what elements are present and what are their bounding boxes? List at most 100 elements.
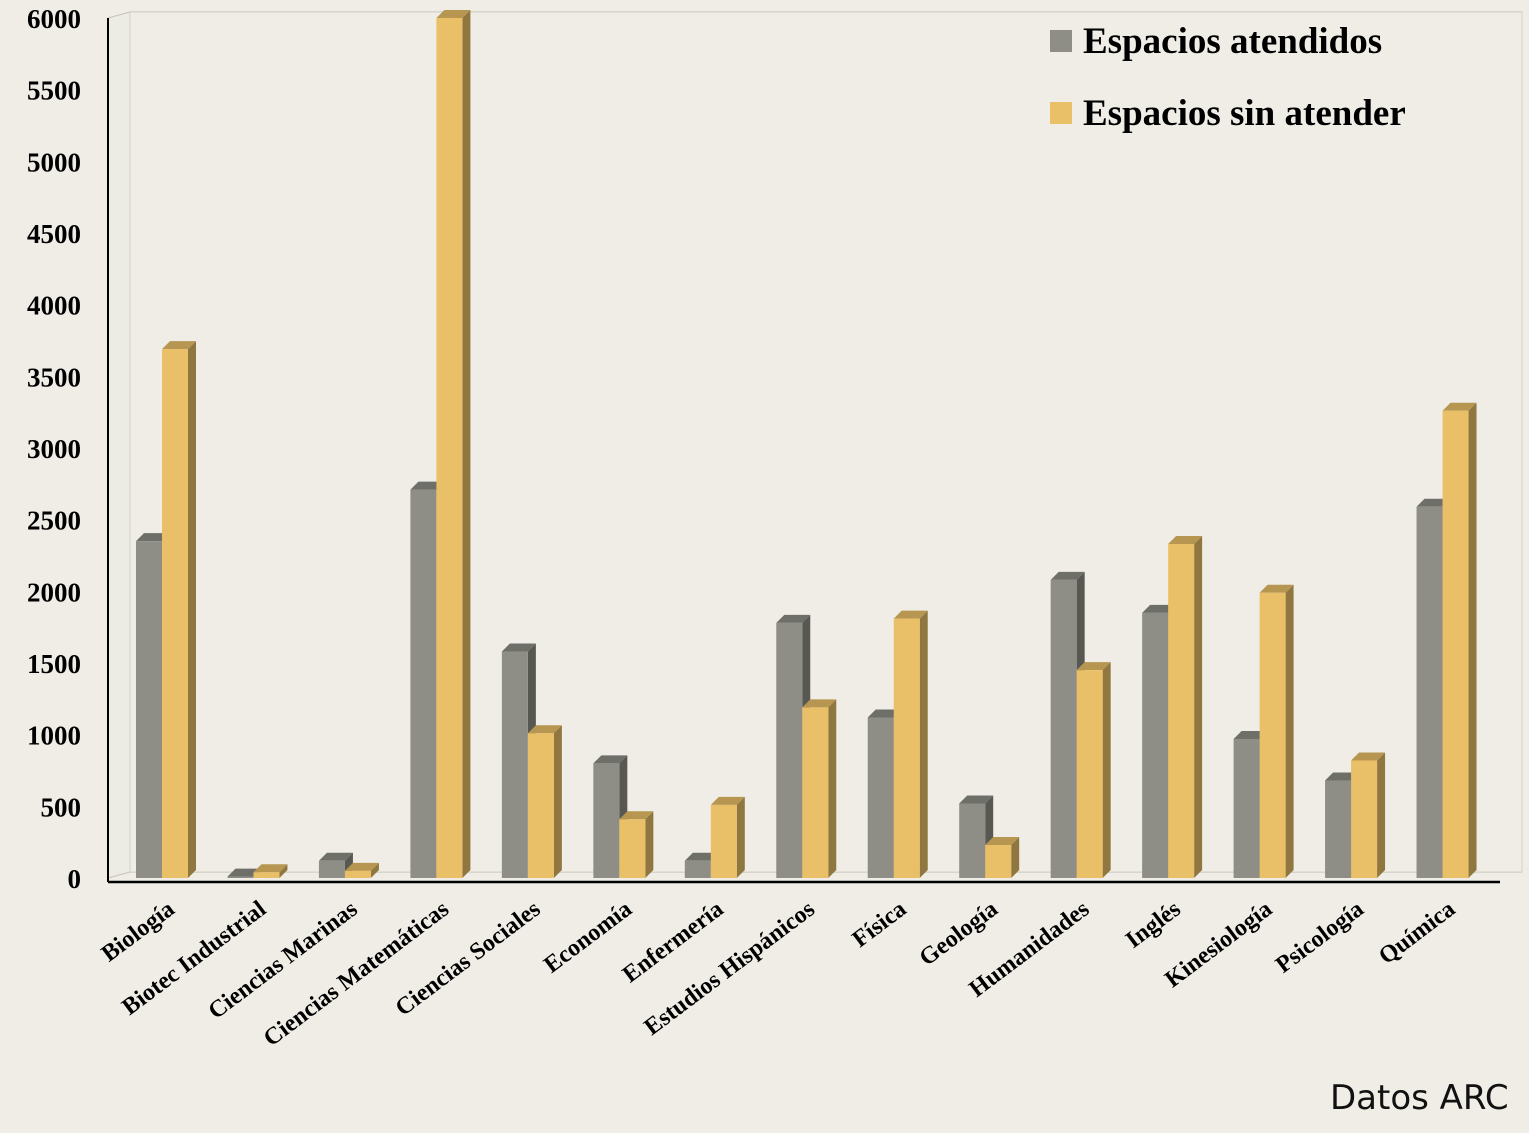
bar-top [867, 709, 902, 718]
x-tick-label: Biología [97, 896, 180, 967]
bar-top [436, 10, 471, 18]
bar [619, 811, 654, 878]
bar-top [344, 862, 379, 871]
bar-top [1351, 752, 1386, 761]
x-tick-label: Psicología [1271, 896, 1369, 979]
bar-front [136, 541, 162, 878]
y-tick-labels: 0 500 1000 1500 2000 2500 3000 3500 4000 4500 5000… [27, 4, 81, 894]
bar-front [527, 733, 554, 878]
bar-front [959, 803, 986, 878]
bar-front [710, 804, 737, 878]
bar-top [802, 699, 837, 708]
y-tick-label: 0 [68, 864, 82, 894]
bar-side [553, 725, 562, 878]
y-tick-label: 2500 [27, 506, 81, 536]
y-tick-label: 5500 [27, 76, 81, 106]
bar-front [985, 845, 1012, 878]
y-tick-label: 3000 [27, 434, 81, 464]
bar-side [919, 610, 928, 878]
bar-top [619, 811, 654, 820]
bar [344, 862, 379, 878]
bar-top [1259, 584, 1294, 593]
bar-side [645, 811, 654, 878]
bar [1076, 662, 1111, 878]
bar-front [1233, 738, 1260, 878]
bar-top [1076, 662, 1111, 671]
bar [893, 610, 928, 878]
bar-side [370, 862, 379, 878]
bar-side [188, 341, 196, 879]
bar-front [1351, 760, 1378, 878]
y-tick-label: 1500 [27, 649, 81, 679]
legend: Espacios atendidos Espacios sin atender [1050, 21, 1406, 134]
x-tick-label: Estudios Hispánicos [640, 896, 820, 1041]
bar-front [684, 860, 711, 878]
bar-side [462, 10, 471, 878]
bar-front [410, 489, 437, 878]
bar-top [1168, 536, 1203, 545]
bar-top [593, 755, 628, 764]
bar-top [1416, 498, 1451, 507]
bar-top [776, 614, 811, 623]
bar-front [162, 349, 188, 879]
bar-side [736, 796, 745, 878]
bar-side [279, 864, 288, 878]
bar [1168, 536, 1203, 878]
bar [959, 795, 994, 878]
bar-front [318, 860, 345, 878]
bar-top [253, 864, 288, 873]
bar-side [1011, 837, 1020, 878]
bar-side [1102, 662, 1111, 878]
bar-top [410, 481, 445, 490]
bar-side [1377, 752, 1386, 878]
bar-front [619, 819, 646, 878]
bar-top [710, 796, 745, 805]
y-tick-label: 5000 [27, 147, 81, 177]
bar-top [893, 610, 928, 619]
bar-front [1050, 579, 1077, 878]
x-tick-label: Física [848, 896, 912, 953]
y-tick-label: 6000 [27, 4, 81, 34]
bar-front [867, 717, 894, 878]
bar-side [1285, 584, 1294, 878]
bar-side [1468, 402, 1477, 878]
bar-front [1168, 544, 1195, 878]
bar-top [501, 643, 536, 652]
bars [136, 10, 1477, 879]
bar-top [162, 341, 196, 350]
bar-top [959, 795, 994, 804]
y-tick-label: 4000 [27, 291, 81, 321]
legend-swatch [1050, 102, 1072, 124]
bar-front [501, 651, 528, 878]
bar [162, 341, 196, 879]
bar-top [1142, 604, 1177, 613]
bar-front [436, 18, 463, 878]
y-tick-label: 1000 [27, 721, 81, 751]
bar-top [527, 725, 562, 734]
x-tick-label: Química [1374, 896, 1460, 970]
bar [710, 796, 745, 878]
bar-front [344, 870, 371, 878]
bar [802, 699, 837, 878]
y-tick-label: 500 [41, 792, 82, 822]
bar-front [253, 872, 280, 878]
bar-front [802, 707, 829, 878]
bar-front [1142, 612, 1169, 878]
y-tick-label: 3500 [27, 362, 81, 392]
bar [985, 837, 1020, 878]
y-tick-label: 4500 [27, 219, 81, 249]
bar-front [776, 622, 803, 878]
bar [253, 864, 288, 878]
bar-side [1194, 536, 1203, 878]
x-tick-label: Inglés [1121, 896, 1186, 954]
x-tick-label: Ciencias Marinas [204, 896, 363, 1025]
bar-top [136, 533, 170, 542]
bar-front [893, 618, 920, 878]
bar-top [318, 852, 353, 861]
bar-front [1416, 506, 1443, 878]
side-wall [107, 11, 131, 879]
bar-front [1259, 592, 1286, 878]
bar [527, 725, 562, 878]
bar-top [1233, 730, 1268, 739]
